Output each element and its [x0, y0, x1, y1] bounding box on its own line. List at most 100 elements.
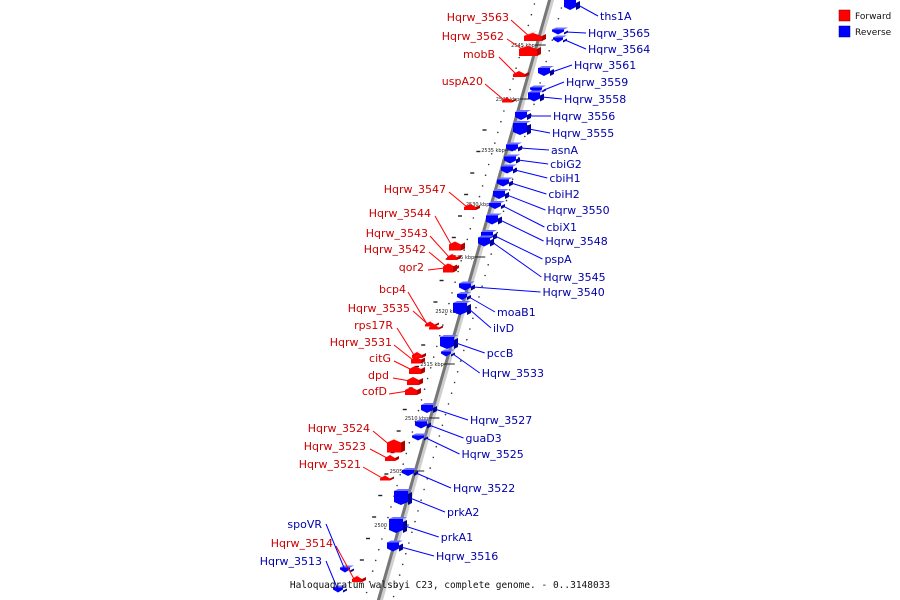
- forward-gene[interactable]: [385, 453, 399, 461]
- reverse-gene-label[interactable]: cbiH1: [549, 172, 580, 185]
- forward-gene-label[interactable]: Hqrw_3514: [271, 537, 333, 550]
- reverse-gene-label[interactable]: moaB1: [497, 306, 536, 319]
- forward-gene[interactable]: [429, 322, 443, 330]
- reverse-gene-label[interactable]: Hqrw_3555: [552, 127, 614, 140]
- reverse-gene-label[interactable]: Hqrw_3548: [546, 235, 608, 248]
- reverse-gene[interactable]: [412, 433, 428, 441]
- reverse-gene-label[interactable]: Hqrw_3559: [566, 76, 628, 89]
- reverse-gene[interactable]: [497, 177, 513, 187]
- gene-body: [415, 421, 427, 429]
- grid-dot: [515, 67, 517, 69]
- forward-gene[interactable]: [409, 364, 425, 374]
- reverse-gene-label[interactable]: Hqrw_3558: [564, 93, 626, 106]
- reverse-gene-label[interactable]: cbiH2: [548, 188, 579, 201]
- forward-gene[interactable]: [411, 354, 425, 364]
- forward-gene-label[interactable]: uspA20: [442, 75, 483, 88]
- forward-gene[interactable]: [443, 261, 457, 273]
- forward-leader-line: [362, 466, 383, 479]
- scale-tick-label: 2535 kbp: [481, 148, 505, 154]
- gene-side-face: [421, 367, 425, 374]
- forward-gene[interactable]: [513, 69, 529, 77]
- reverse-gene-label[interactable]: Hqrw_3513: [260, 555, 322, 568]
- reverse-gene[interactable]: [515, 110, 531, 120]
- forward-leader-line: [484, 83, 505, 101]
- forward-gene-label[interactable]: Hqrw_3531: [330, 336, 392, 349]
- reverse-gene-label[interactable]: ths1A: [600, 10, 632, 23]
- scale-tick-label: 2530 kbp: [466, 202, 490, 208]
- reverse-gene-label[interactable]: asnA: [551, 144, 578, 157]
- reverse-gene-label[interactable]: pccB: [487, 347, 514, 360]
- forward-gene-label[interactable]: Hqrw_3521: [299, 458, 361, 471]
- reverse-gene[interactable]: [538, 66, 554, 76]
- reverse-gene-label[interactable]: Hqrw_3516: [436, 550, 498, 563]
- reverse-leader-line: [425, 437, 460, 455]
- reverse-gene-label[interactable]: spoVR: [287, 518, 322, 531]
- forward-gene-label[interactable]: Hqrw_3524: [308, 422, 370, 435]
- forward-gene[interactable]: [447, 252, 461, 260]
- reverse-gene-label[interactable]: Hqrw_3527: [470, 414, 532, 427]
- reverse-gene-label[interactable]: Hqrw_3545: [543, 271, 605, 284]
- gene-body: [552, 29, 564, 35]
- reverse-gene[interactable]: [528, 90, 544, 102]
- forward-gene-label[interactable]: dpd: [368, 369, 389, 382]
- reverse-gene-label[interactable]: Hqrw_3540: [542, 286, 604, 299]
- reverse-gene-label[interactable]: cbiG2: [550, 158, 582, 171]
- forward-gene-label[interactable]: Hqrw_3535: [348, 302, 410, 315]
- reverse-gene[interactable]: [506, 142, 522, 152]
- forward-gene-label[interactable]: mobB: [463, 48, 495, 61]
- reverse-gene-label[interactable]: Hqrw_3550: [547, 204, 609, 217]
- grid-dot: [408, 542, 410, 544]
- forward-gene-label[interactable]: Hqrw_3563: [447, 11, 509, 24]
- forward-gene[interactable]: [412, 350, 426, 358]
- forward-gene-label[interactable]: Hqrw_3562: [442, 30, 504, 43]
- reverse-gene-label[interactable]: guaD3: [466, 432, 502, 445]
- reverse-gene[interactable]: [387, 540, 403, 552]
- forward-gene[interactable]: [502, 95, 516, 103]
- reverse-gene-label[interactable]: Hqrw_3564: [588, 43, 650, 56]
- reverse-gene[interactable]: [394, 489, 412, 505]
- forward-gene[interactable]: [405, 385, 421, 395]
- reverse-gene[interactable]: [564, 0, 580, 10]
- gene-top-face: [478, 235, 494, 238]
- forward-gene[interactable]: [407, 375, 423, 385]
- reverse-gene[interactable]: [552, 27, 568, 35]
- forward-gene-label[interactable]: bcp4: [379, 283, 406, 296]
- reverse-gene-label[interactable]: prkA1: [441, 531, 473, 544]
- forward-gene-label[interactable]: Hqrw_3542: [364, 243, 426, 256]
- forward-gene[interactable]: [519, 44, 541, 56]
- forward-gene-label[interactable]: rps17R: [354, 319, 393, 332]
- reverse-gene-label[interactable]: pspA: [544, 253, 572, 266]
- reverse-gene-label[interactable]: Hqrw_3565: [588, 27, 650, 40]
- reverse-gene-label[interactable]: Hqrw_3561: [574, 59, 636, 72]
- reverse-gene-label[interactable]: ilvD: [493, 322, 514, 335]
- reverse-leader-line: [519, 147, 550, 151]
- forward-gene-label[interactable]: cofD: [362, 385, 387, 398]
- reverse-gene-label[interactable]: Hqrw_3556: [553, 110, 615, 123]
- forward-gene[interactable]: [464, 202, 480, 210]
- reverse-gene[interactable]: [513, 121, 531, 135]
- scale-tick-label: 2505 kbp: [390, 469, 414, 475]
- forward-gene-label[interactable]: qor2: [399, 261, 424, 274]
- reverse-gene-label[interactable]: prkA2: [447, 506, 479, 519]
- reverse-gene-label[interactable]: Hqrw_3525: [462, 448, 524, 461]
- forward-gene-label[interactable]: Hqrw_3543: [366, 227, 428, 240]
- forward-gene-label[interactable]: citG: [369, 352, 391, 365]
- reverse-gene[interactable]: [501, 164, 517, 174]
- forward-gene[interactable]: [387, 437, 405, 453]
- reverse-gene-label[interactable]: Hqrw_3522: [453, 482, 515, 495]
- forward-gene[interactable]: [352, 574, 366, 582]
- reverse-gene[interactable]: [553, 35, 567, 43]
- forward-gene-label[interactable]: Hqrw_3523: [304, 440, 366, 453]
- reverse-gene[interactable]: [504, 154, 520, 164]
- gene-top-face: [504, 154, 520, 157]
- reverse-gene[interactable]: [453, 301, 471, 315]
- reverse-gene[interactable]: [389, 517, 407, 533]
- gene-top-face: [389, 517, 407, 519]
- reverse-gene-label[interactable]: cbiX1: [546, 221, 577, 234]
- forward-gene[interactable]: [449, 239, 465, 251]
- forward-gene-label[interactable]: Hqrw_3547: [384, 183, 446, 196]
- forward-gene-label[interactable]: Hqrw_3544: [369, 207, 431, 220]
- reverse-gene-label[interactable]: Hqrw_3533: [482, 367, 544, 380]
- forward-gene[interactable]: [380, 473, 394, 481]
